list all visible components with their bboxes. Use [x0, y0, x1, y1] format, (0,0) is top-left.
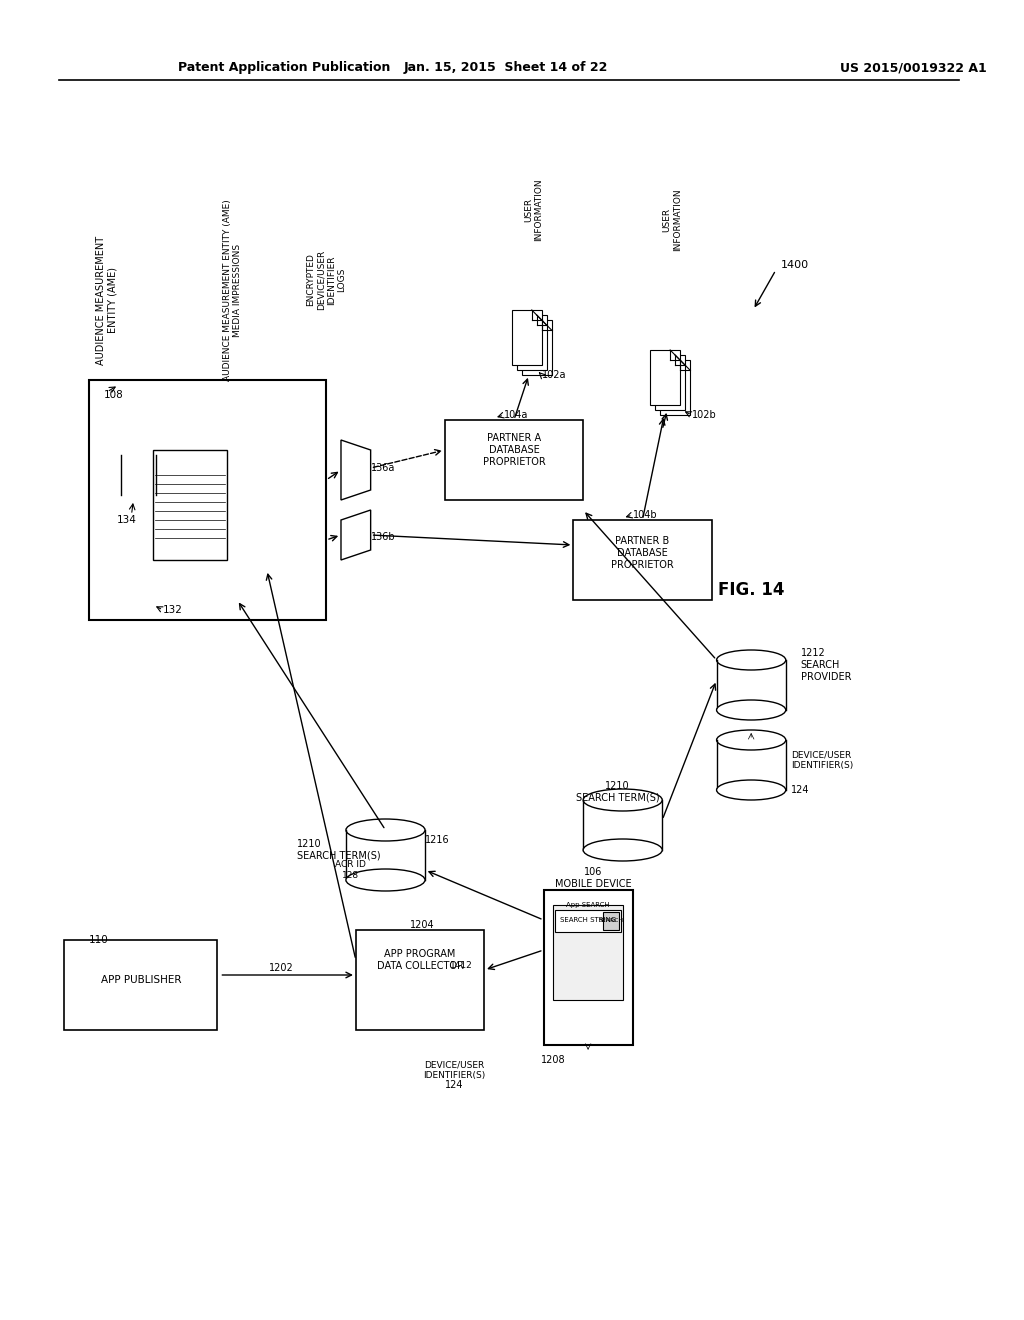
Text: PARTNER A
DATABASE
PROPRIETOR: PARTNER A DATABASE PROPRIETOR — [482, 433, 546, 466]
FancyBboxPatch shape — [444, 420, 583, 500]
Text: 132: 132 — [163, 605, 183, 615]
FancyBboxPatch shape — [154, 450, 227, 560]
Polygon shape — [660, 360, 690, 414]
Text: 102a: 102a — [542, 370, 566, 380]
FancyBboxPatch shape — [65, 940, 217, 1030]
Ellipse shape — [583, 840, 663, 861]
Text: App SEARCH: App SEARCH — [566, 902, 610, 908]
FancyBboxPatch shape — [355, 931, 484, 1030]
Text: 1216: 1216 — [425, 836, 450, 845]
Ellipse shape — [717, 700, 785, 719]
Text: SEARCH STRING: SEARCH STRING — [560, 917, 616, 923]
Ellipse shape — [717, 730, 785, 750]
Text: 1210
SEARCH TERM(S): 1210 SEARCH TERM(S) — [297, 840, 380, 861]
Text: 1210
SEARCH TERM(S): 1210 SEARCH TERM(S) — [575, 781, 659, 803]
Text: APP PUBLISHER: APP PUBLISHER — [101, 975, 181, 985]
Text: 102b: 102b — [692, 411, 717, 420]
Ellipse shape — [717, 649, 785, 671]
Text: AUDIENCE MEASUREMENT
ENTITY (AME): AUDIENCE MEASUREMENT ENTITY (AME) — [96, 235, 118, 364]
Text: SEARCH: SEARCH — [598, 919, 624, 924]
Text: 104b: 104b — [633, 510, 657, 520]
Text: 108: 108 — [103, 389, 124, 400]
Text: 1208: 1208 — [541, 1055, 566, 1065]
Text: Patent Application Publication: Patent Application Publication — [178, 62, 390, 74]
Text: USER
INFORMATION: USER INFORMATION — [524, 178, 544, 242]
Polygon shape — [650, 350, 680, 405]
Text: 1400: 1400 — [781, 260, 809, 271]
FancyBboxPatch shape — [573, 520, 712, 601]
Polygon shape — [517, 315, 547, 370]
Text: 136a: 136a — [371, 463, 395, 473]
Text: 1412: 1412 — [450, 961, 472, 969]
Text: 124: 124 — [791, 785, 809, 795]
Text: 136b: 136b — [371, 532, 395, 543]
FancyBboxPatch shape — [554, 906, 623, 1001]
Text: ENCRYPTED
DEVICE/USER
IDENTIFIER
LOGS: ENCRYPTED DEVICE/USER IDENTIFIER LOGS — [306, 249, 346, 310]
Text: FIG. 14: FIG. 14 — [718, 581, 784, 599]
Text: DEVICE/USER
IDENTIFIER(S): DEVICE/USER IDENTIFIER(S) — [424, 1060, 485, 1080]
Text: PARTNER B
DATABASE
PROPRIETOR: PARTNER B DATABASE PROPRIETOR — [611, 536, 674, 570]
Ellipse shape — [346, 869, 425, 891]
Polygon shape — [341, 510, 371, 560]
FancyBboxPatch shape — [89, 380, 327, 620]
Text: 1212
SEARCH
PROVIDER: 1212 SEARCH PROVIDER — [801, 648, 851, 681]
Ellipse shape — [717, 780, 785, 800]
Text: 124: 124 — [445, 1080, 464, 1090]
FancyBboxPatch shape — [603, 912, 618, 931]
Text: 104a: 104a — [504, 411, 528, 420]
Text: 1204: 1204 — [411, 920, 435, 931]
Text: APP PROGRAM
DATA COLLECTOR: APP PROGRAM DATA COLLECTOR — [377, 949, 464, 970]
Text: 106
MOBILE DEVICE: 106 MOBILE DEVICE — [555, 867, 632, 888]
Polygon shape — [655, 355, 685, 411]
Text: 110: 110 — [89, 935, 109, 945]
Text: 134: 134 — [117, 515, 136, 525]
Polygon shape — [512, 310, 542, 366]
Ellipse shape — [583, 789, 663, 810]
Text: US 2015/0019322 A1: US 2015/0019322 A1 — [840, 62, 987, 74]
Text: AUDIENCE MEASUREMENT ENTITY (AME)
MEDIA IMPRESSIONS: AUDIENCE MEASUREMENT ENTITY (AME) MEDIA … — [222, 199, 242, 381]
Text: Jan. 15, 2015  Sheet 14 of 22: Jan. 15, 2015 Sheet 14 of 22 — [403, 62, 608, 74]
Polygon shape — [341, 440, 371, 500]
Text: ACR ID
128: ACR ID 128 — [336, 861, 367, 879]
Text: 1202: 1202 — [269, 964, 294, 973]
FancyBboxPatch shape — [544, 890, 633, 1045]
Text: DEVICE/USER
IDENTIFIER(S): DEVICE/USER IDENTIFIER(S) — [791, 750, 853, 770]
Text: USER
INFORMATION: USER INFORMATION — [663, 189, 682, 251]
Ellipse shape — [346, 818, 425, 841]
FancyBboxPatch shape — [555, 909, 621, 932]
Polygon shape — [522, 319, 552, 375]
